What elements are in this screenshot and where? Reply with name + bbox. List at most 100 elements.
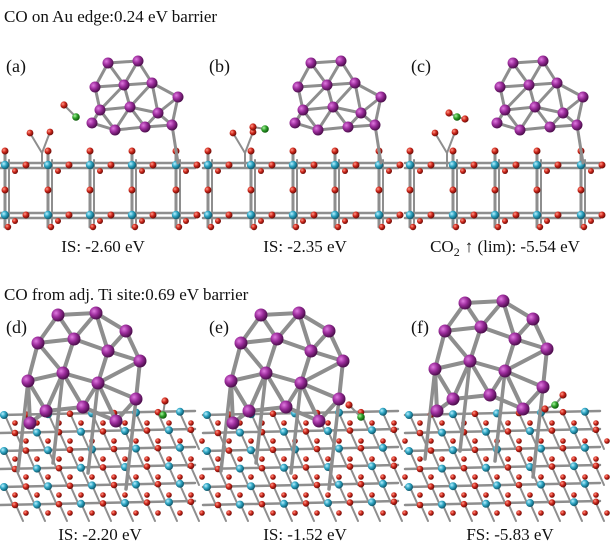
section-title: CO on Au edge:0.24 eV barrier — [4, 7, 217, 26]
atom-Ti — [121, 499, 129, 507]
atom-O — [303, 500, 310, 507]
atom-O — [505, 464, 512, 471]
atom-Au — [336, 56, 347, 67]
atom-O — [538, 474, 544, 480]
atom-O — [461, 115, 468, 122]
atom-Au — [524, 80, 535, 91]
atom-O — [402, 474, 408, 480]
atom-O — [380, 474, 386, 480]
atom-O — [549, 499, 556, 506]
atom-Ti — [405, 411, 413, 419]
atom-Ti — [1, 211, 9, 219]
atom-Ti — [449, 482, 457, 490]
atom-Au — [356, 108, 367, 119]
atom-O — [248, 148, 255, 155]
atom-O — [450, 148, 457, 155]
atom-Ti — [128, 211, 136, 219]
atom-O — [129, 148, 136, 155]
atom-O — [347, 427, 354, 434]
atom-Ti — [33, 465, 41, 473]
atom-O — [144, 499, 151, 506]
atom-O — [593, 456, 599, 462]
atom-O — [391, 463, 398, 470]
atom-Au — [225, 375, 238, 388]
atom-Au — [508, 58, 519, 69]
atom-Ti — [289, 161, 297, 169]
atom-O — [407, 187, 414, 194]
atom-O — [494, 474, 500, 480]
atom-Ti — [176, 444, 184, 452]
atom-Ti — [88, 481, 96, 489]
atom-Au — [306, 58, 317, 69]
atom-O — [347, 492, 353, 498]
atom-O — [544, 218, 550, 224]
atom-O — [56, 501, 63, 508]
atom-O — [336, 438, 342, 444]
atom-O — [139, 168, 145, 174]
atom-O — [248, 187, 255, 194]
atom-Au — [280, 401, 293, 414]
atom-O — [23, 447, 30, 454]
atom-O — [67, 438, 73, 444]
atom-Ti — [491, 211, 499, 219]
atom-O — [47, 129, 54, 136]
bond — [233, 133, 245, 153]
atom-O — [269, 162, 276, 169]
atom-Au — [515, 125, 526, 136]
atom-O — [555, 212, 562, 219]
atom-O — [397, 212, 404, 219]
atom-O — [290, 187, 297, 194]
atom-O — [23, 438, 29, 444]
atom-O — [55, 168, 61, 174]
panel-label: (d) — [6, 317, 27, 338]
panel-label: (f) — [411, 317, 429, 338]
atom-O — [55, 218, 61, 224]
atom-O — [226, 212, 233, 219]
atom-O — [133, 438, 139, 444]
atom-Ti — [1, 161, 9, 169]
bond — [394, 503, 402, 521]
atom-O — [34, 456, 40, 462]
atom-O — [90, 224, 96, 230]
structure-panel — [0, 307, 205, 522]
atom-Au — [90, 307, 103, 320]
atom-O — [108, 212, 115, 219]
atom-O — [560, 510, 566, 516]
atom-O — [407, 148, 414, 155]
atom-Ti — [335, 481, 343, 489]
atom-O — [534, 148, 541, 155]
atom-O — [527, 420, 533, 426]
atom-O — [358, 510, 364, 516]
atom-O — [472, 438, 478, 444]
atom-O — [325, 420, 331, 426]
atom-O — [391, 427, 398, 434]
atom-O — [281, 492, 287, 498]
atom-Au — [119, 80, 130, 91]
structure-panel — [0, 56, 201, 231]
atom-O — [461, 456, 467, 462]
atom-Ti — [331, 211, 339, 219]
atom-O — [582, 510, 588, 516]
atom-O — [139, 218, 145, 224]
atom-Au — [439, 325, 452, 338]
atom-Au — [243, 405, 256, 418]
atom-O — [45, 474, 51, 480]
atom-Ti — [176, 480, 184, 488]
atom-O — [516, 438, 522, 444]
atom-O — [460, 168, 466, 174]
atom-O — [155, 445, 162, 452]
atom-Au — [95, 105, 106, 116]
atom-O — [270, 474, 276, 480]
atom-O — [188, 427, 195, 434]
atom-O — [100, 492, 106, 498]
atom-Ti — [77, 464, 85, 472]
atom-O — [23, 162, 30, 169]
atom-O — [588, 168, 594, 174]
panel-label: (e) — [209, 317, 229, 338]
atom-O — [428, 483, 435, 490]
atom-O — [450, 474, 456, 480]
atom-Au — [323, 325, 336, 338]
atom-O — [215, 420, 221, 426]
atom-Au — [22, 375, 35, 388]
atom-Ti — [449, 446, 457, 454]
